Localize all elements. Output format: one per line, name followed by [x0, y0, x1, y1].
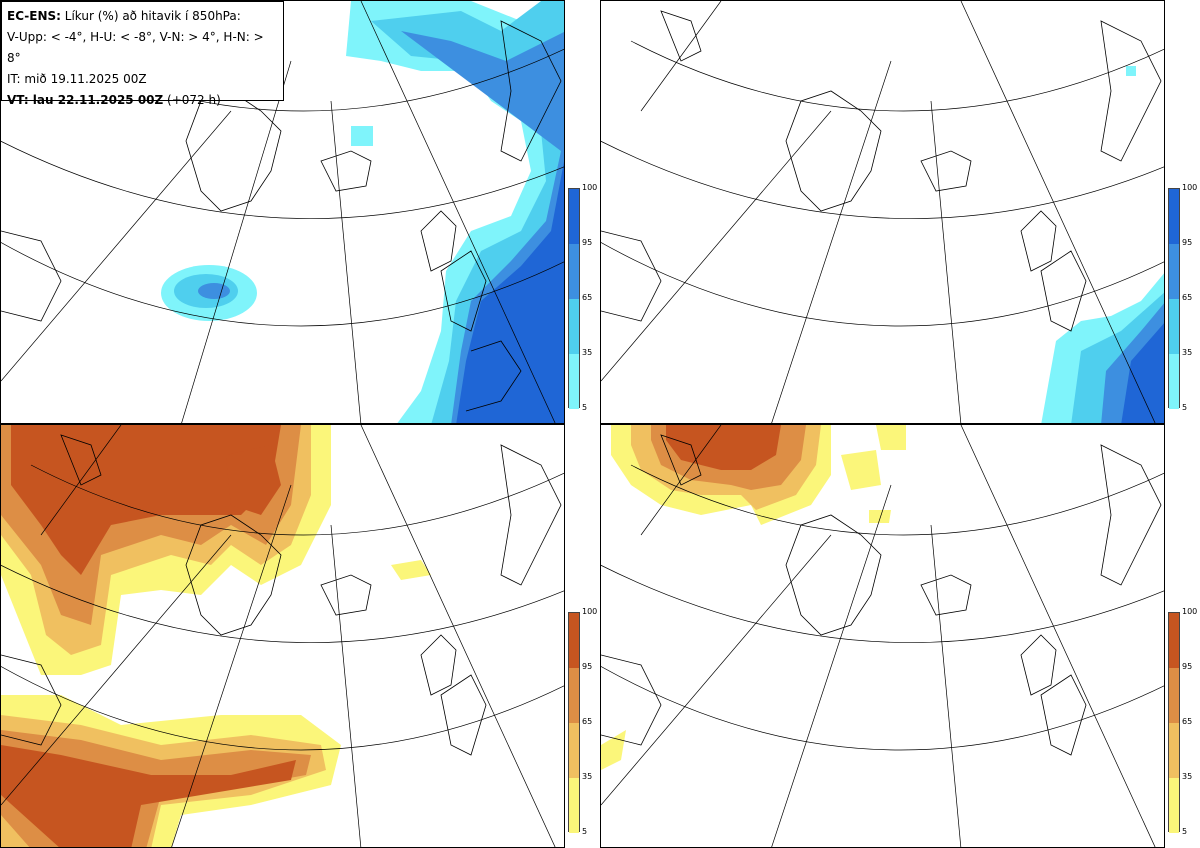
legend-tick: 35 — [1182, 772, 1193, 781]
legend-tick: 100 — [582, 607, 598, 616]
legend-tick: 100 — [1182, 183, 1198, 192]
legend-tick: 100 — [1182, 607, 1198, 616]
warm-probability-map-2 — [601, 425, 1164, 847]
legend-tick: 100 — [582, 183, 598, 192]
legend-bar — [1168, 612, 1180, 833]
legend-tick: 5 — [1182, 827, 1188, 836]
legend-bar — [1168, 188, 1180, 409]
legend-tick: 95 — [582, 662, 593, 671]
legend-tick: 65 — [582, 717, 593, 726]
map-panel-bottom-right — [600, 424, 1165, 848]
map-panel-top-right — [600, 0, 1165, 424]
legend-tick: 95 — [1182, 238, 1193, 247]
init-time: IT: mið 19.11.2025 00Z — [7, 72, 147, 86]
legend-tick: 5 — [1182, 403, 1188, 412]
legend-tick: 5 — [582, 827, 588, 836]
legend-warm-left: 100 95 65 35 5 — [568, 608, 598, 836]
legend-tick: 35 — [582, 772, 593, 781]
cold-probability-map-2 — [601, 1, 1164, 423]
criteria-text: V-Upp: < -4°, H-U: < -8°, V-N: > 4°, H-N… — [7, 30, 264, 65]
probability-field — [1041, 66, 1164, 423]
legend-tick: 95 — [582, 238, 593, 247]
graticule — [1, 425, 564, 847]
coastlines — [601, 434, 1162, 756]
legend-tick: 65 — [582, 293, 593, 302]
map-panel-bottom-left — [0, 424, 565, 848]
legend-cold-left: 100 95 65 35 5 — [568, 184, 598, 412]
model-name: EC-ENS: — [7, 9, 61, 23]
valid-time: VT: lau 22.11.2025 00Z — [7, 93, 164, 107]
legend-bar — [568, 612, 580, 833]
map-panel-top-left: EC-ENS: Líkur (%) að hitavik í 850hPa: V… — [0, 0, 565, 424]
info-box: EC-ENS: Líkur (%) að hitavik í 850hPa: V… — [1, 1, 284, 107]
legend-cold-right: 100 95 65 35 5 — [1168, 184, 1198, 412]
legend-bar — [568, 188, 580, 409]
coastlines — [1, 434, 562, 756]
probability-field — [161, 1, 564, 423]
legend-tick: 5 — [582, 403, 588, 412]
lead-time: (+072 h) — [167, 93, 221, 107]
title: Líkur (%) að hitavik í 850hPa: — [64, 9, 241, 23]
warm-probability-map — [1, 425, 564, 847]
graticule — [601, 425, 1164, 847]
probability-field — [601, 425, 906, 770]
legend-tick: 35 — [582, 348, 593, 357]
legend-tick: 95 — [1182, 662, 1193, 671]
legend-tick: 35 — [1182, 348, 1193, 357]
legend-tick: 65 — [1182, 293, 1193, 302]
legend-warm-right: 100 95 65 35 5 — [1168, 608, 1198, 836]
coastlines — [601, 10, 1162, 332]
graticule — [601, 1, 1164, 423]
probability-field — [1, 425, 431, 847]
legend-tick: 65 — [1182, 717, 1193, 726]
